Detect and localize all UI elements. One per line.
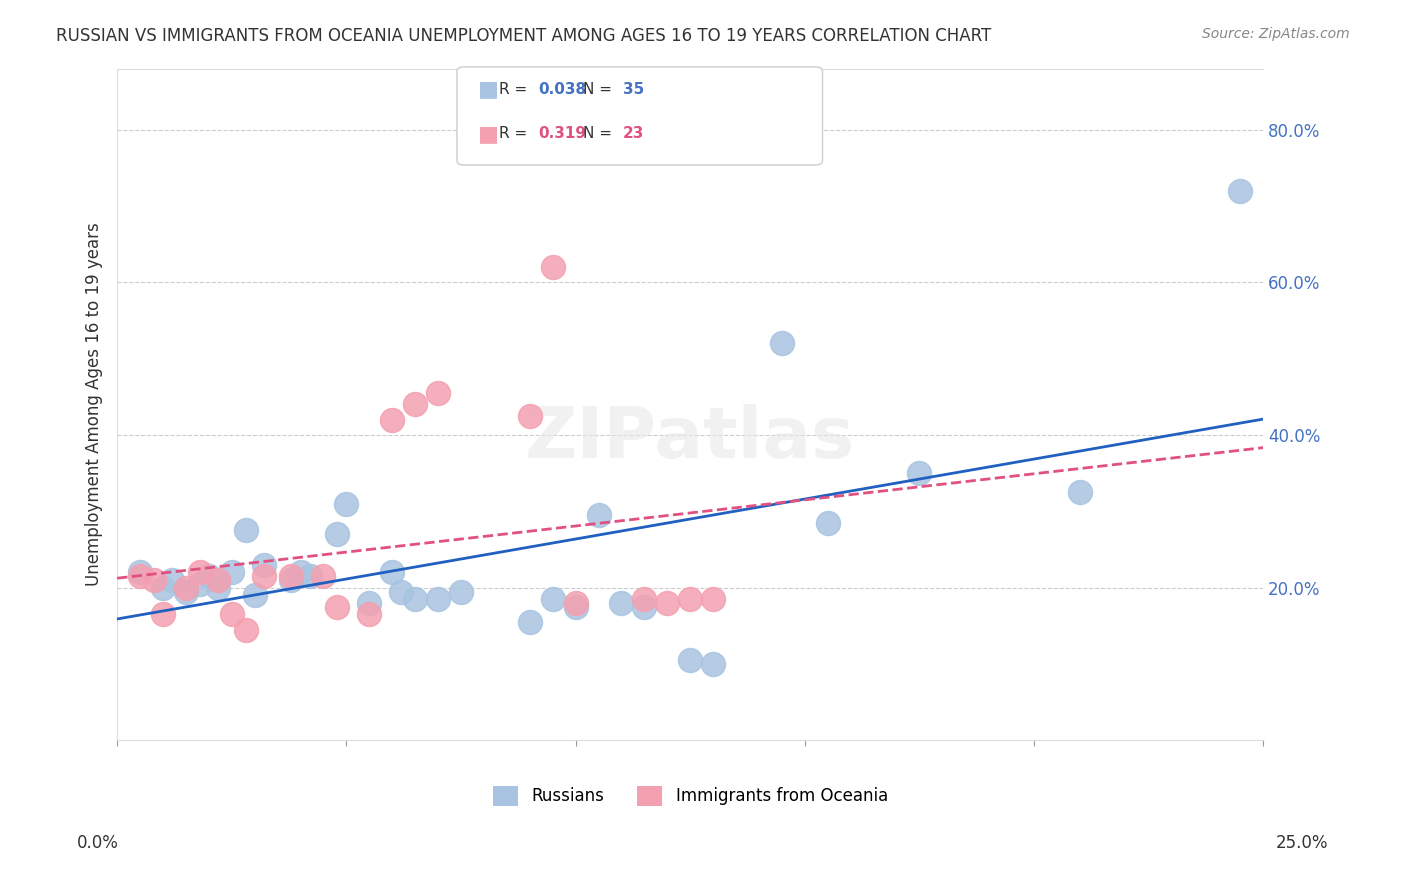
- Point: [207, 573, 229, 587]
- Point: [253, 558, 276, 572]
- Point: [679, 592, 702, 607]
- Point: [702, 657, 724, 672]
- Point: [359, 607, 381, 622]
- Point: [129, 569, 152, 583]
- Point: [174, 581, 197, 595]
- Point: [427, 386, 450, 401]
- Point: [326, 527, 349, 541]
- Point: [207, 581, 229, 595]
- Text: 0.0%: 0.0%: [77, 834, 120, 852]
- Point: [381, 566, 404, 580]
- Point: [280, 569, 302, 583]
- Legend: Russians, Immigrants from Oceania: Russians, Immigrants from Oceania: [486, 779, 894, 813]
- Point: [427, 592, 450, 607]
- Point: [335, 497, 357, 511]
- Point: [908, 467, 931, 481]
- Point: [564, 596, 586, 610]
- Point: [381, 413, 404, 427]
- Point: [160, 573, 183, 587]
- Text: 25.0%: 25.0%: [1277, 834, 1329, 852]
- Point: [610, 596, 633, 610]
- Text: N =: N =: [583, 82, 617, 96]
- Point: [253, 569, 276, 583]
- Point: [450, 584, 472, 599]
- Point: [770, 336, 793, 351]
- Text: N =: N =: [583, 127, 617, 141]
- Point: [541, 592, 564, 607]
- Text: R =: R =: [499, 82, 533, 96]
- Point: [152, 607, 174, 622]
- Point: [142, 573, 165, 587]
- Point: [588, 508, 610, 523]
- Point: [221, 566, 243, 580]
- Point: [1069, 485, 1091, 500]
- Point: [221, 607, 243, 622]
- Point: [188, 577, 211, 591]
- Point: [198, 569, 221, 583]
- Point: [290, 566, 312, 580]
- Point: [679, 653, 702, 667]
- Text: Source: ZipAtlas.com: Source: ZipAtlas.com: [1202, 27, 1350, 41]
- Point: [326, 599, 349, 614]
- Point: [1229, 184, 1251, 198]
- Text: ZIPatlas: ZIPatlas: [526, 403, 855, 473]
- Point: [359, 596, 381, 610]
- Point: [519, 615, 541, 629]
- Point: [280, 573, 302, 587]
- Point: [541, 260, 564, 274]
- Point: [298, 569, 321, 583]
- Text: 35: 35: [623, 82, 644, 96]
- Text: R =: R =: [499, 127, 533, 141]
- Point: [702, 592, 724, 607]
- Text: 0.319: 0.319: [538, 127, 586, 141]
- Point: [633, 599, 655, 614]
- Y-axis label: Unemployment Among Ages 16 to 19 years: Unemployment Among Ages 16 to 19 years: [86, 223, 103, 586]
- Point: [129, 566, 152, 580]
- Point: [404, 592, 426, 607]
- Text: 0.038: 0.038: [538, 82, 586, 96]
- Text: 23: 23: [623, 127, 644, 141]
- Point: [235, 524, 257, 538]
- Point: [188, 566, 211, 580]
- Point: [312, 569, 335, 583]
- Point: [152, 581, 174, 595]
- Point: [633, 592, 655, 607]
- Point: [564, 599, 586, 614]
- Point: [391, 584, 413, 599]
- Point: [243, 588, 266, 602]
- Point: [657, 596, 679, 610]
- Point: [404, 397, 426, 411]
- Text: RUSSIAN VS IMMIGRANTS FROM OCEANIA UNEMPLOYMENT AMONG AGES 16 TO 19 YEARS CORREL: RUSSIAN VS IMMIGRANTS FROM OCEANIA UNEMP…: [56, 27, 991, 45]
- Point: [817, 516, 839, 530]
- Point: [519, 409, 541, 423]
- Text: ■: ■: [478, 79, 499, 99]
- Text: ■: ■: [478, 124, 499, 144]
- Point: [174, 584, 197, 599]
- Point: [235, 623, 257, 637]
